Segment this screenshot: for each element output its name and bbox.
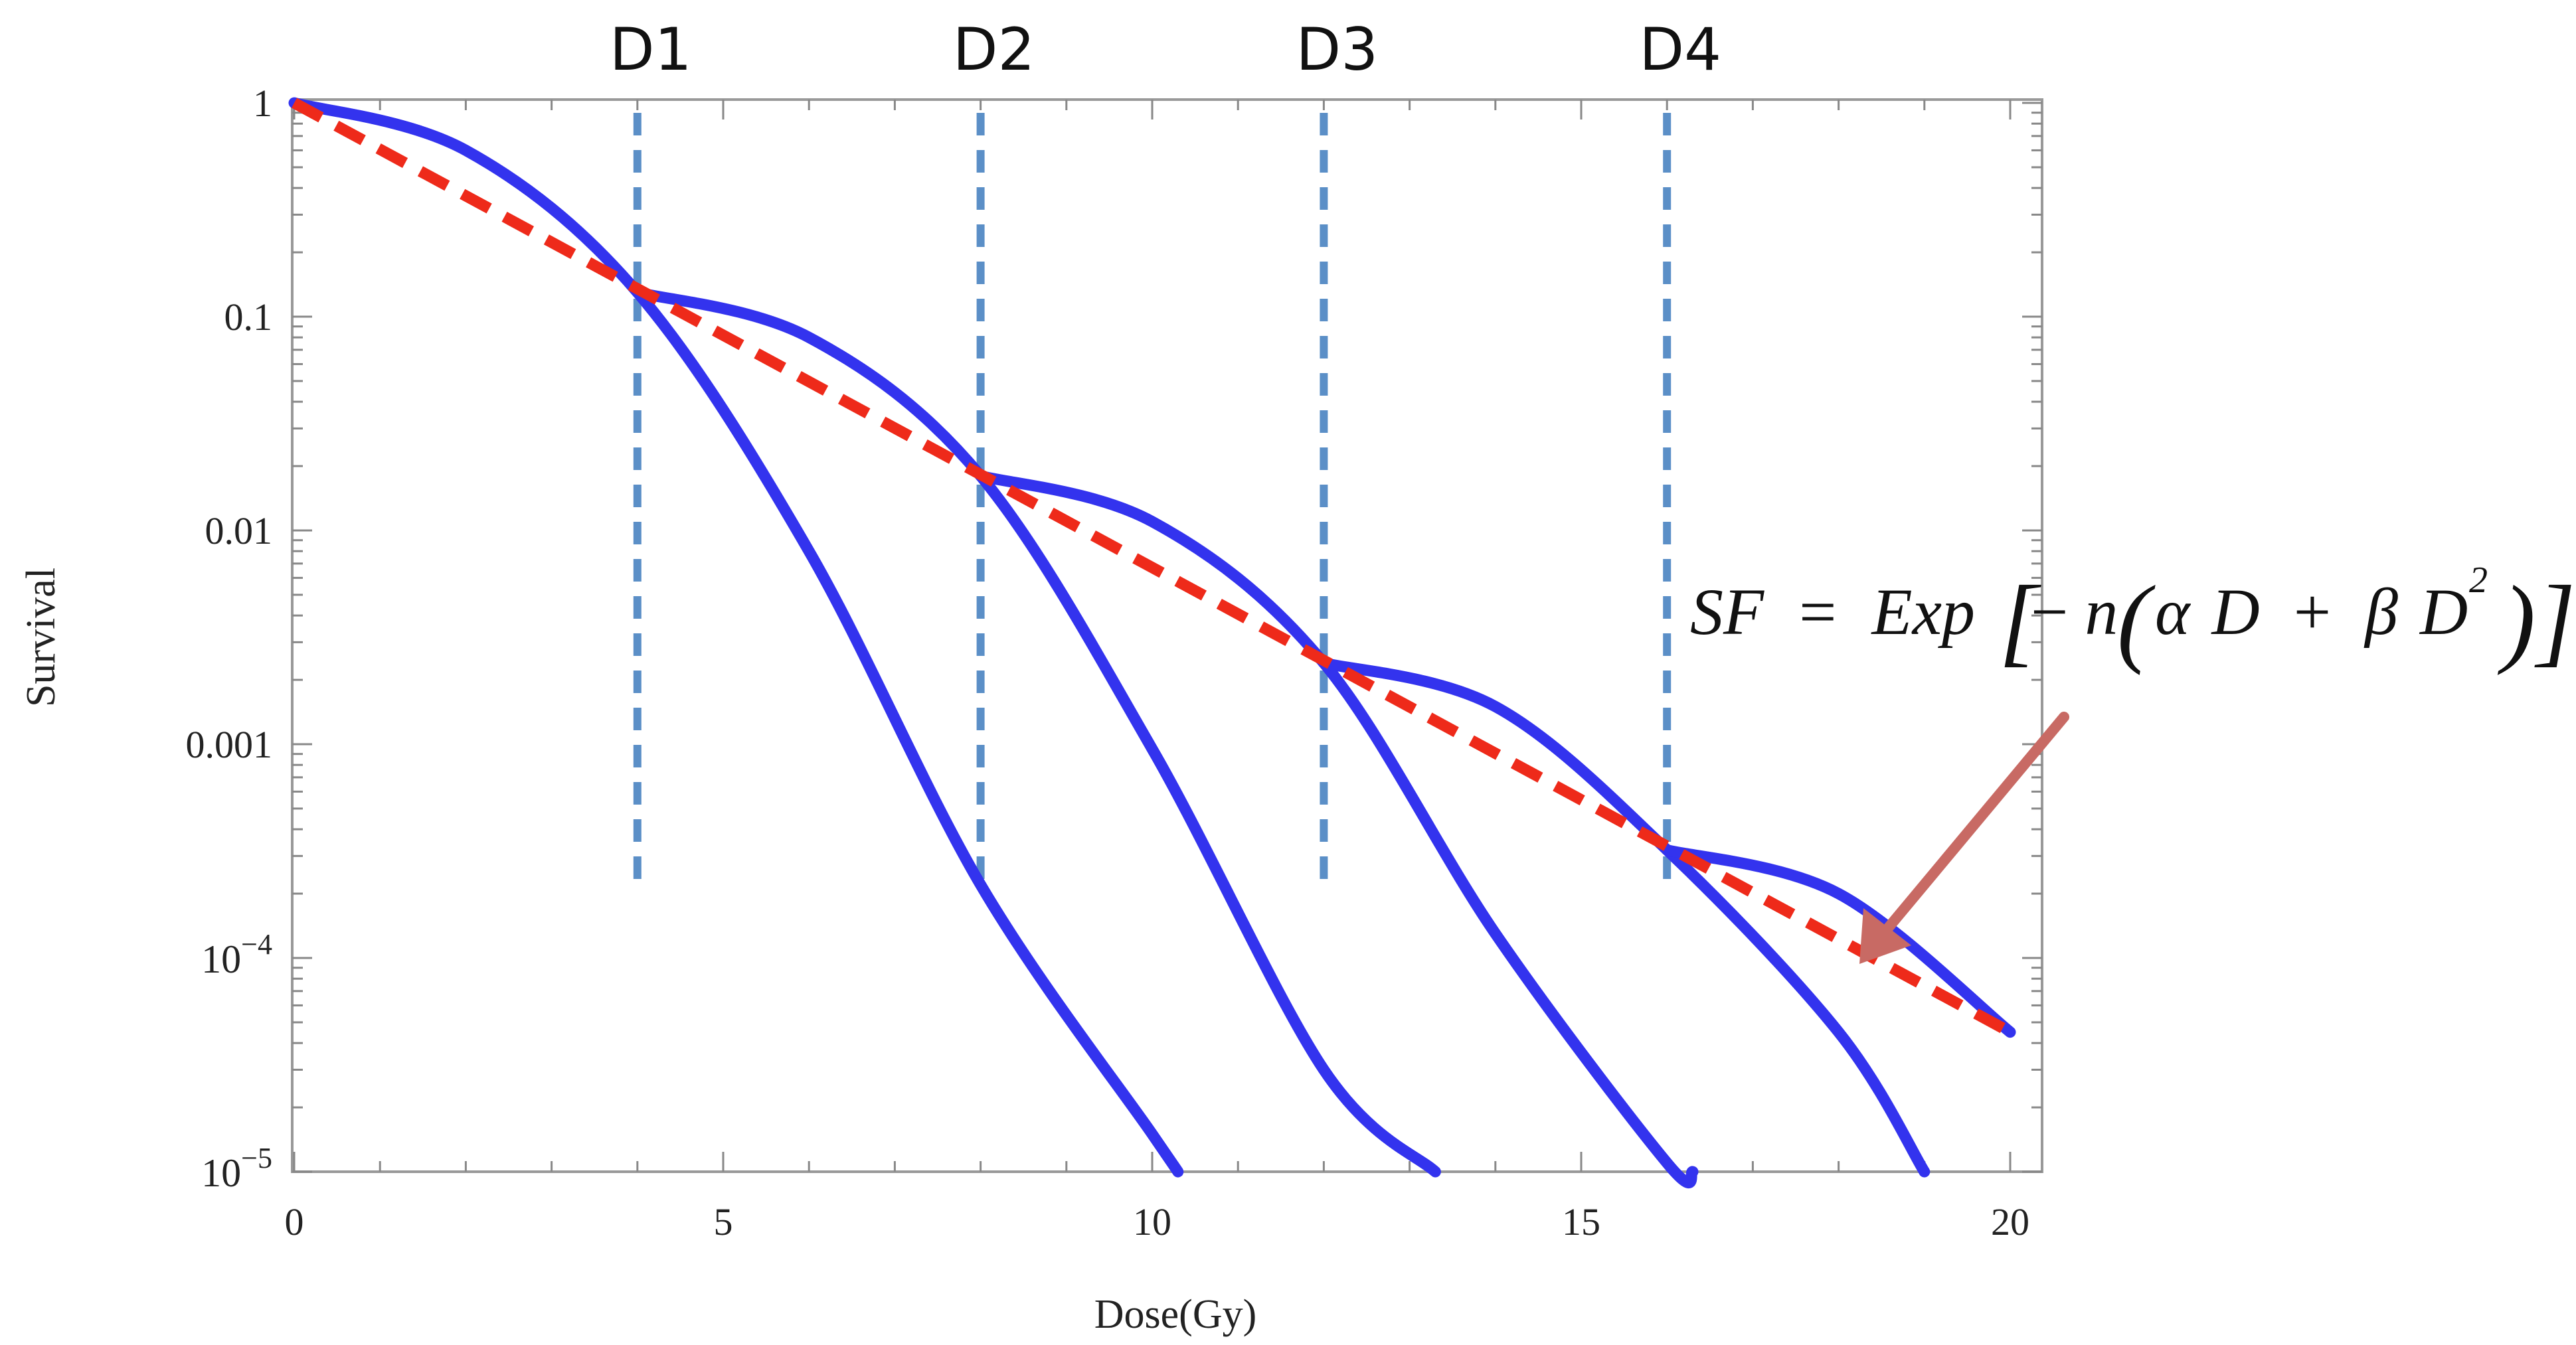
dose-marker-label: D3 — [1296, 15, 1379, 84]
y-axis-title: Survival — [19, 568, 64, 707]
y-tick-label: 10−5 — [201, 1142, 272, 1195]
dose-marker-label: D4 — [1639, 15, 1721, 84]
x-axis-title: Dose(Gy) — [1094, 1292, 1257, 1337]
y-tick-label: 0.01 — [205, 509, 273, 552]
survival-curve-4 — [1318, 657, 1931, 1178]
x-tick-label: 20 — [1991, 1200, 2029, 1243]
svg-text:SF = Exp: SF = Exp — [1690, 575, 1975, 649]
svg-text:α D + β: α D + β D — [2155, 575, 2468, 649]
dose-marker-label: D1 — [610, 15, 692, 84]
survival-curve-2 — [632, 286, 1441, 1178]
formula-plus: + — [2294, 575, 2331, 649]
y-tick-label: 0.001 — [186, 723, 273, 766]
formula-beta: β — [2363, 575, 2398, 649]
x-tick-label: 10 — [1133, 1200, 1171, 1243]
survival-formula: SF = Exp [ − n ( α D + β D 2 ) ] — [1690, 560, 2575, 676]
formula-func: Exp — [1871, 575, 1975, 649]
y-tick-label: 10−4 — [201, 928, 272, 981]
formula-alpha: α — [2155, 575, 2191, 649]
dose-marker-label: D2 — [953, 15, 1035, 84]
svg-text:− n: − n — [2031, 575, 2118, 649]
formula-lhs: SF — [1690, 575, 1764, 649]
formula-equals: = — [1799, 575, 1836, 649]
x-tick-label: 15 — [1562, 1200, 1600, 1243]
formula-right-paren: ) — [2497, 566, 2535, 676]
formula-left-bracket: [ — [1999, 566, 2041, 676]
formula-right-bracket: ] — [2534, 566, 2575, 676]
x-tick-label: 0 — [285, 1200, 304, 1243]
formula-d2: D — [2419, 575, 2468, 649]
formula-left-paren: ( — [2117, 566, 2156, 676]
formula-n: n — [2085, 575, 2118, 649]
y-tick-label: 0.1 — [224, 295, 273, 339]
formula-minus: − — [2031, 575, 2068, 649]
x-tick-label: 5 — [714, 1200, 733, 1243]
fit-line — [291, 98, 2014, 1038]
formula-exponent: 2 — [2469, 560, 2488, 601]
survival-curve-1 — [288, 97, 1184, 1178]
formula-d: D — [2211, 575, 2260, 649]
survival-curve-3 — [975, 470, 1699, 1188]
survival-curve-5 — [1661, 844, 2016, 1038]
y-tick-label: 1 — [253, 82, 272, 125]
plot-frame — [291, 98, 2043, 1173]
formula-arrow — [1859, 712, 2069, 964]
